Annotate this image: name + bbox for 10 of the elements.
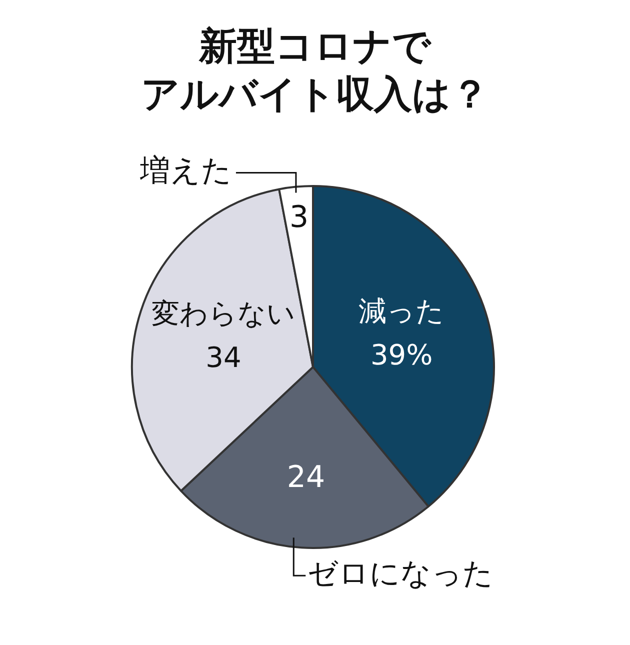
data-label: 39% <box>370 338 433 372</box>
data-label: 34 <box>206 341 242 374</box>
slice-label: 減った <box>358 294 445 328</box>
chart-subtitle: アルバイト収入は？ <box>140 71 490 118</box>
chart-title: 新型コロナで <box>198 23 432 70</box>
slice-label: 増えた <box>138 154 232 189</box>
slice-label: ゼロになった <box>308 556 494 592</box>
data-label: 24 <box>286 460 326 495</box>
data-label: 3 <box>289 200 309 236</box>
slice-label: 変わらない <box>151 297 296 330</box>
